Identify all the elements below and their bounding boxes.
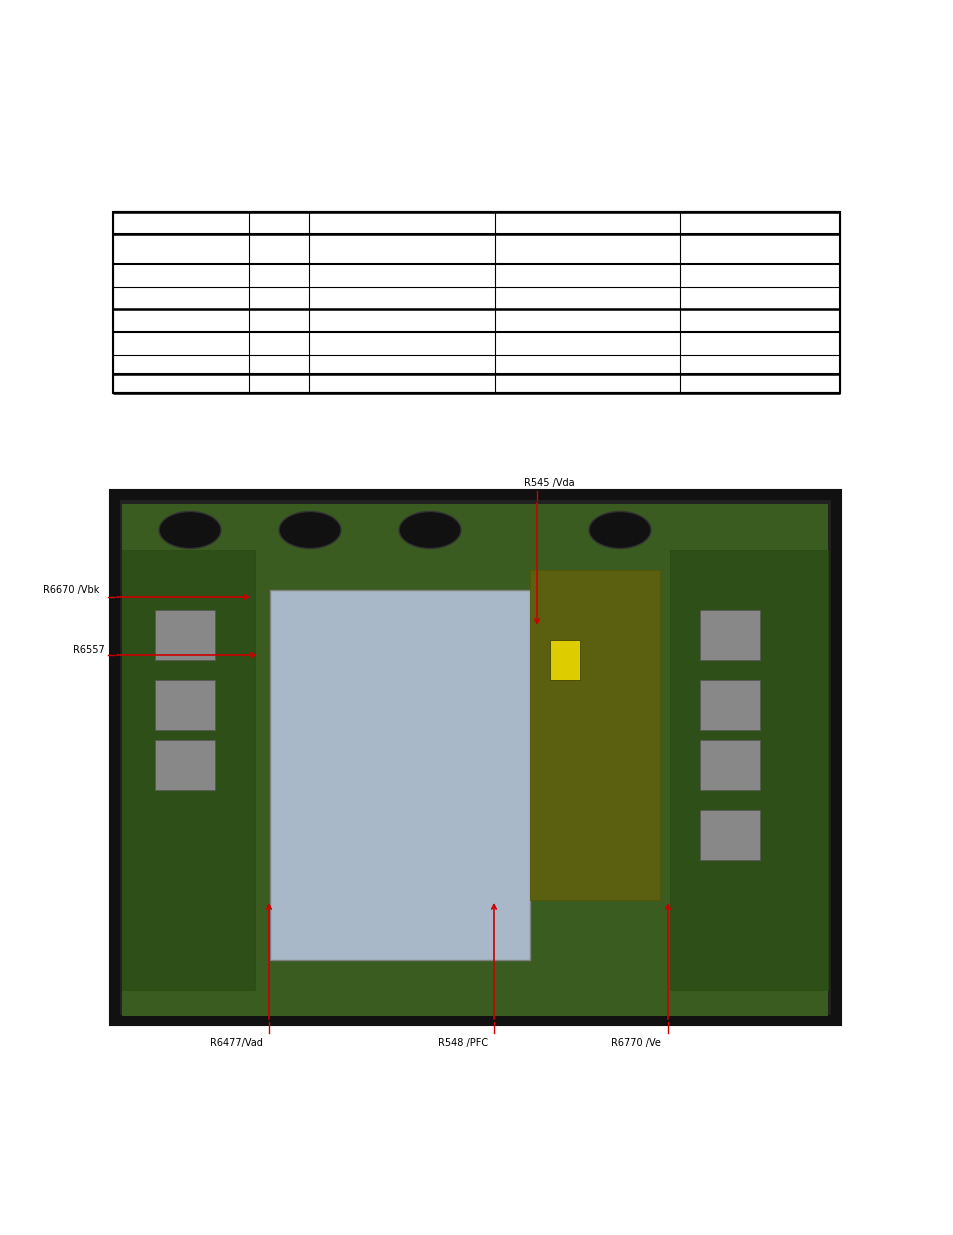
Bar [112, 212, 840, 393]
Bar [700, 680, 760, 730]
Bar [270, 590, 530, 960]
Text: R548 /PFC: R548 /PFC [437, 1037, 488, 1049]
Bar [700, 610, 760, 659]
Ellipse shape [588, 511, 650, 548]
Text: R545 /Vda: R545 /Vda [523, 478, 574, 488]
Bar [154, 680, 214, 730]
Ellipse shape [398, 511, 460, 548]
Bar [113, 494, 835, 1020]
Bar [700, 740, 760, 790]
Bar [550, 640, 579, 680]
Text: R6477/Vad: R6477/Vad [210, 1037, 262, 1049]
Bar [154, 740, 214, 790]
Text: R6557: R6557 [73, 645, 105, 655]
Bar [530, 571, 659, 900]
Bar [669, 550, 827, 990]
Text: R6770 /Ve: R6770 /Ve [611, 1037, 660, 1049]
Ellipse shape [159, 511, 221, 548]
Ellipse shape [278, 511, 340, 548]
Bar [154, 610, 214, 659]
Bar [122, 550, 254, 990]
Bar [700, 810, 760, 860]
Text: R6670 /Vbk: R6670 /Vbk [43, 585, 99, 595]
Bar [121, 504, 827, 1016]
